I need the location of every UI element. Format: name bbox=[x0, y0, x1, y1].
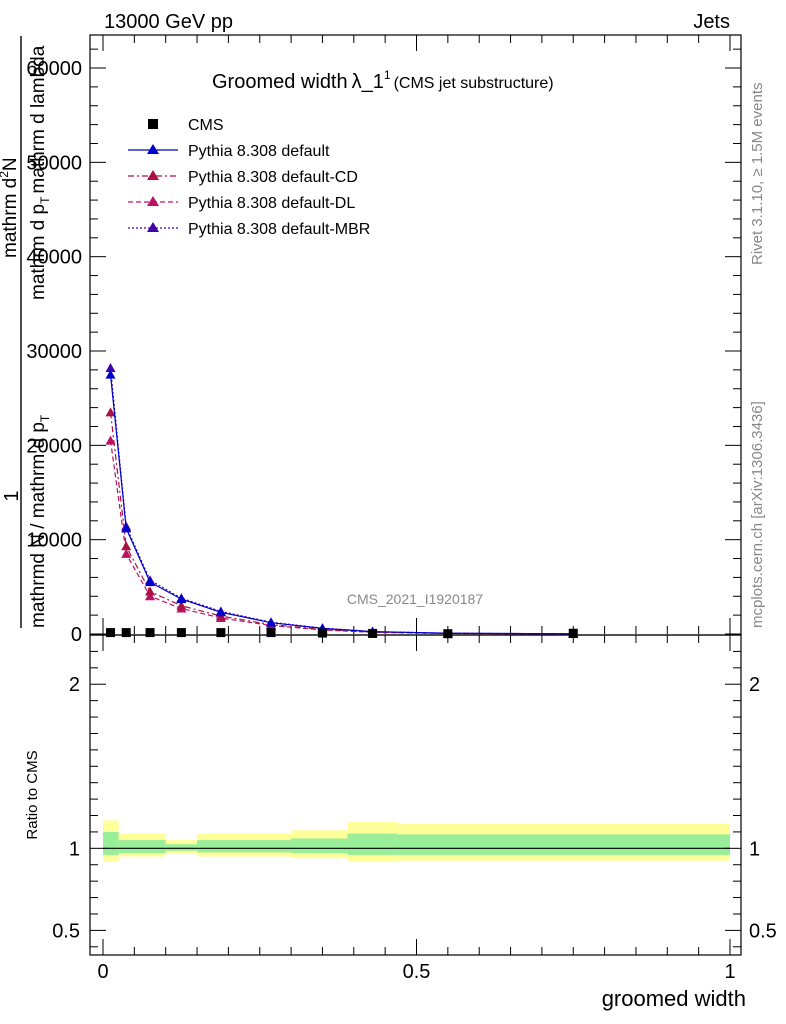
ratio-band-green-4 bbox=[291, 838, 348, 854]
ratio-y-ticks: 0.5 0.5 1 1 2 2 bbox=[52, 650, 777, 948]
rivet-label: Rivet 3.1.10, ≥ 1.5M events bbox=[749, 83, 766, 266]
cms-point bbox=[568, 628, 578, 638]
series-marker-3 bbox=[145, 591, 156, 601]
ratio-y-axis-label: Ratio to CMS bbox=[24, 750, 41, 839]
legend: CMS Pythia 8.308 default Pythia 8.308 defa… bbox=[128, 117, 370, 238]
ratio-band-green-5 bbox=[347, 833, 398, 855]
main-y-ticks: 0 10000 20000 30000 40000 50000 60000 bbox=[26, 48, 741, 646]
ratio-ytick-label-right: 1 bbox=[749, 838, 760, 860]
series-marker-2 bbox=[105, 407, 116, 417]
ylabel-one: 1 bbox=[1, 490, 23, 501]
cms-point bbox=[121, 628, 131, 638]
legend-label-0: CMS bbox=[188, 117, 224, 134]
ylabel-numerator: mathrm d2N bbox=[0, 157, 21, 258]
xtick-label: 0.5 bbox=[403, 961, 431, 983]
collision-label: 13000 GeV pp bbox=[104, 11, 233, 33]
series-marker-2 bbox=[176, 600, 187, 610]
xtick-label: 0 bbox=[97, 961, 108, 983]
legend-marker-4 bbox=[147, 222, 159, 232]
ylabel-numerator-tail: mathrm d pTmathrm d lambda bbox=[28, 45, 52, 300]
series-marker-2 bbox=[145, 586, 156, 596]
main-ytick-label: 40000 bbox=[26, 247, 82, 269]
ratio-band-green-6 bbox=[397, 834, 730, 855]
cms-data-points bbox=[106, 628, 578, 639]
main-y-axis-label: 1 mathrmd N / mathrm d pT mathrm d2N mat… bbox=[0, 36, 52, 628]
ratio-ytick-label-right: 0.5 bbox=[749, 920, 777, 942]
mcplots-label: mcplots.cern.ch [arXiv:1306.3436] bbox=[749, 401, 766, 628]
series-marker-4 bbox=[105, 362, 116, 372]
series-marker-3 bbox=[105, 435, 116, 445]
legend-label-1: Pythia 8.308 default bbox=[188, 143, 330, 160]
analysis-watermark: CMS_2021_I1920187 bbox=[347, 591, 483, 607]
series-layer bbox=[105, 362, 579, 638]
legend-label-3: Pythia 8.308 default-DL bbox=[188, 195, 355, 212]
series-marker-3 bbox=[121, 548, 132, 558]
cms-point bbox=[106, 628, 116, 638]
ratio-uncertainty-bands bbox=[103, 820, 730, 862]
x-ticks: 0 0.5 1 bbox=[97, 35, 736, 983]
main-ytick-label: 30000 bbox=[26, 341, 82, 363]
series-marker-1 bbox=[266, 617, 277, 627]
main-ytick-label: 0 bbox=[71, 624, 82, 646]
series-marker-1 bbox=[145, 577, 156, 587]
ratio-panel-frame bbox=[89, 634, 742, 956]
legend-label-2: Pythia 8.308 default-CD bbox=[188, 169, 358, 186]
series-marker-2 bbox=[121, 541, 132, 551]
ratio-ytick-label-left: 0.5 bbox=[52, 920, 80, 942]
cms-point bbox=[443, 629, 453, 639]
legend-marker-1 bbox=[147, 144, 159, 154]
cms-point bbox=[145, 628, 155, 638]
ratio-ytick-label-right: 2 bbox=[749, 674, 760, 696]
ratio-band-green-3 bbox=[197, 840, 292, 853]
cms-point bbox=[317, 628, 327, 638]
ratio-band-green-1 bbox=[118, 840, 166, 854]
series-marker-1 bbox=[215, 607, 226, 617]
cms-point bbox=[266, 628, 276, 638]
series-marker-1 bbox=[121, 523, 132, 533]
legend-marker-2 bbox=[147, 170, 159, 180]
cms-point bbox=[368, 628, 378, 638]
main-ytick-label: 50000 bbox=[26, 152, 82, 174]
series-line-4 bbox=[109, 367, 574, 635]
ylabel-denominator: mathrmd N / mathrm d pT bbox=[28, 414, 52, 628]
legend-marker-3 bbox=[147, 196, 159, 206]
process-label: Jets bbox=[693, 11, 730, 33]
main-ytick-label: 20000 bbox=[26, 435, 82, 457]
ratio-ytick-label-left: 2 bbox=[69, 674, 80, 696]
xtick-label: 1 bbox=[724, 961, 735, 983]
cms-point bbox=[216, 628, 226, 638]
cms-point bbox=[176, 628, 186, 638]
legend-label-4: Pythia 8.308 default-MBR bbox=[188, 221, 370, 238]
main-ytick-label: 10000 bbox=[26, 530, 82, 552]
ratio-ytick-label-left: 1 bbox=[69, 838, 80, 860]
main-ytick-label: 60000 bbox=[26, 58, 82, 80]
series-marker-1 bbox=[105, 369, 116, 379]
ratio-band-green-0 bbox=[103, 831, 119, 855]
x-axis-label: groomed width bbox=[602, 986, 746, 1011]
ratio-band-green-2 bbox=[165, 844, 198, 851]
series-line-1 bbox=[109, 374, 574, 635]
chart-title: Groomed width λ_11 (CMS jet substructure) bbox=[212, 68, 554, 93]
series-marker-1 bbox=[176, 594, 187, 604]
legend-marker-cms bbox=[148, 119, 158, 129]
